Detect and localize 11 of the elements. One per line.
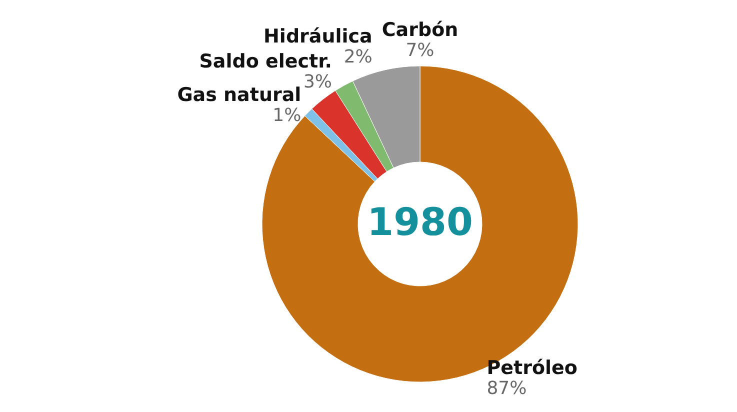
text: 1980 <box>367 200 473 244</box>
data-label: 3% <box>303 72 332 93</box>
slice-label: Hidráulica <box>264 25 372 48</box>
data-label: 1% <box>272 105 302 126</box>
slice-label: Saldo electr. <box>199 50 332 73</box>
data-label: 87% <box>486 378 527 400</box>
slice-label: Gas natural <box>177 84 302 106</box>
slice-label: Petróleo <box>486 357 578 380</box>
data-label: 2% <box>344 46 372 68</box>
slice-label: Carbón <box>382 19 458 41</box>
data-label: 7% <box>406 40 434 61</box>
